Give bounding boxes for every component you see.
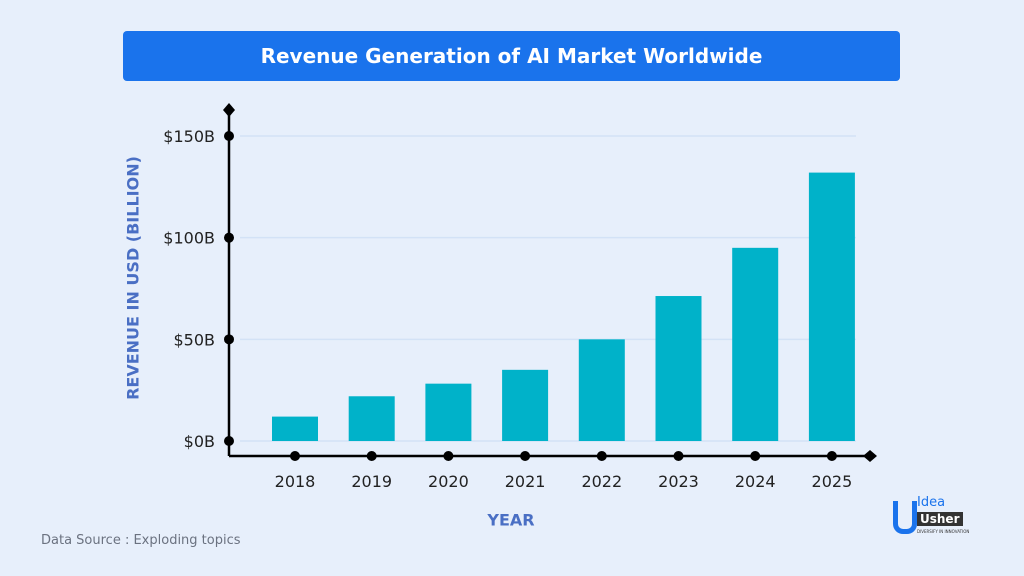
data-source: Data Source : Exploding topics	[41, 533, 241, 548]
y-axis-label: REVENUE IN USD (BILLION)	[123, 156, 143, 400]
x-tick-label: 2022	[581, 472, 622, 491]
chart-title: Revenue Generation of AI Market Worldwid…	[123, 31, 900, 81]
x-axis-arrow	[863, 450, 877, 462]
x-axis-label: YEAR	[487, 510, 535, 530]
bar-2021	[502, 369, 549, 441]
bar-2018	[272, 416, 318, 441]
x-tick-label: 2020	[428, 472, 469, 491]
x-tick-label: 2023	[658, 472, 699, 491]
bar-2019	[348, 396, 395, 441]
y-tick-label: $100B	[163, 229, 215, 248]
bar-2020	[425, 383, 472, 441]
x-tick-label: 2019	[351, 472, 392, 491]
y-tick-label: $50B	[173, 330, 215, 349]
idea-usher-logo: Idea Usher DIVERSIFY IN INNOVATION	[893, 495, 985, 537]
x-tick-label: 2018	[275, 472, 316, 491]
bar-2024	[732, 247, 779, 441]
bar-2025	[808, 172, 855, 441]
x-tick-label: 2021	[505, 472, 546, 491]
y-axis-arrow	[223, 103, 235, 117]
bar-2023	[655, 296, 702, 441]
bar-2022	[578, 339, 625, 441]
x-tick-label: 2024	[735, 472, 776, 491]
y-tick-label: $0B	[184, 432, 215, 451]
y-tick-label: $150B	[163, 127, 215, 146]
x-tick-label: 2025	[812, 472, 853, 491]
